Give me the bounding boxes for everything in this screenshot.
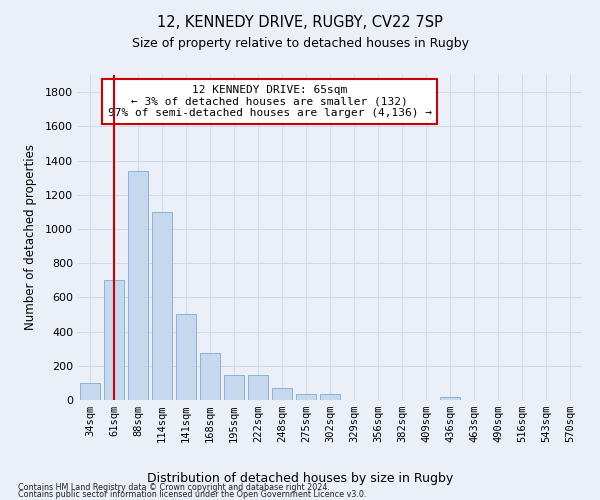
Bar [128,171,148,400]
Text: Size of property relative to detached houses in Rugby: Size of property relative to detached ho… [131,38,469,51]
Text: 12, KENNEDY DRIVE, RUGBY, CV22 7SP: 12, KENNEDY DRIVE, RUGBY, CV22 7SP [157,15,443,30]
Bar [80,383,100,400]
Bar [248,375,268,400]
Text: Contains HM Land Registry data © Crown copyright and database right 2024.: Contains HM Land Registry data © Crown c… [18,484,330,492]
Y-axis label: Number of detached properties: Number of detached properties [23,144,37,330]
Text: Contains public sector information licensed under the Open Government Licence v3: Contains public sector information licen… [18,490,367,499]
Bar [320,394,340,400]
Bar [224,375,244,400]
Bar [272,388,292,400]
Bar [440,396,460,400]
Bar [104,280,124,400]
Bar [176,314,196,400]
Bar [296,394,316,400]
Bar [200,353,220,400]
Text: Distribution of detached houses by size in Rugby: Distribution of detached houses by size … [147,472,453,485]
Text: 12 KENNEDY DRIVE: 65sqm
← 3% of detached houses are smaller (132)
97% of semi-de: 12 KENNEDY DRIVE: 65sqm ← 3% of detached… [107,84,431,118]
Bar [152,212,172,400]
